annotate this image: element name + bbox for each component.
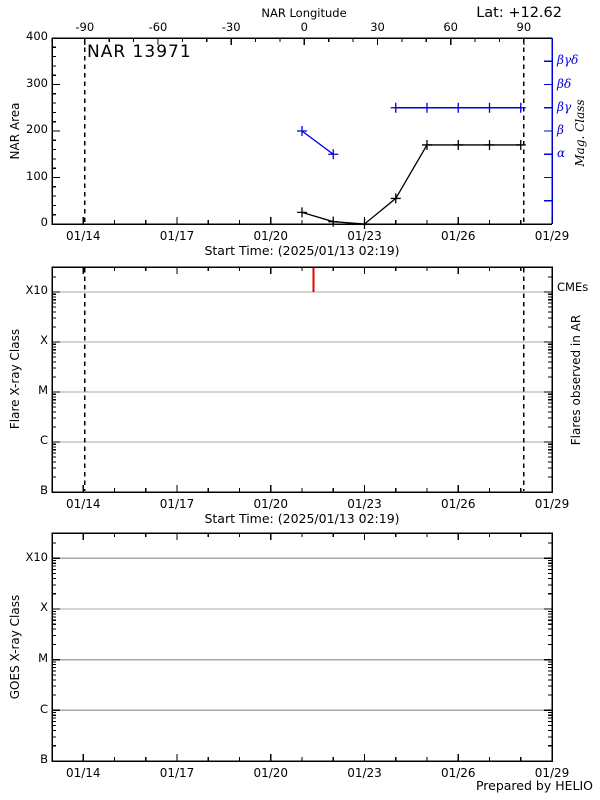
plot-graphics: [51, 37, 553, 762]
